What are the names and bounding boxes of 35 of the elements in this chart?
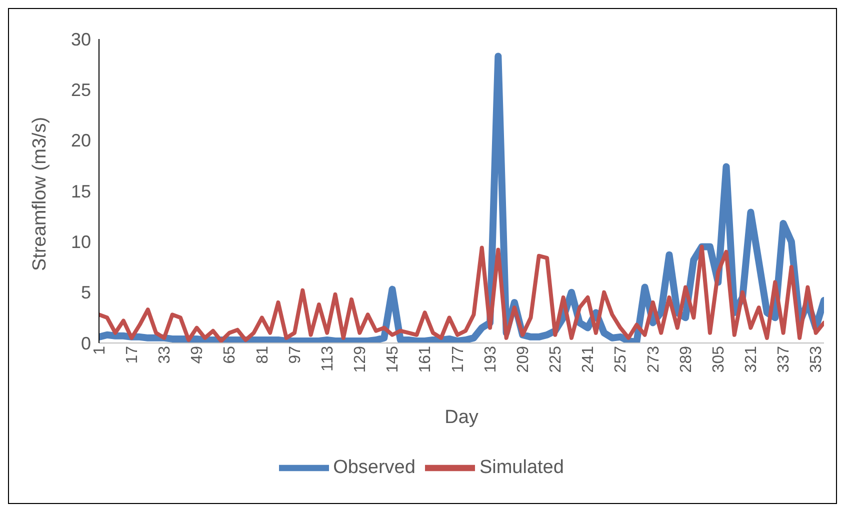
x-tick-label: 337	[776, 346, 793, 373]
x-tick-label: 65	[222, 346, 239, 364]
x-tick-label: 97	[286, 346, 304, 364]
x-tick-label: 49	[189, 346, 206, 364]
y-tick-label: 30	[70, 29, 91, 50]
x-tick-label: 145	[384, 346, 402, 373]
y-tick-label: 25	[70, 80, 91, 100]
x-tick-label: 177	[450, 346, 467, 373]
x-axis-title: Day	[444, 407, 479, 428]
legend-label: Observed	[333, 457, 416, 478]
x-tick-label: 273	[645, 346, 662, 373]
x-tick-label: 33	[156, 346, 174, 364]
x-tick-label: 353	[808, 346, 826, 373]
x-tick-label: 289	[678, 346, 695, 373]
x-tick-label: 113	[319, 346, 336, 372]
y-tick-label: 0	[80, 333, 91, 354]
x-tick-label: 161	[417, 346, 434, 373]
x-tick-label: 81	[254, 346, 272, 364]
x-tick-label: 241	[580, 346, 598, 373]
y-axis-title: Streamflow (m3/s)	[30, 116, 51, 271]
x-tick-label: 193	[482, 346, 500, 373]
y-tick-label: 5	[80, 282, 91, 303]
x-tick-label: 305	[710, 346, 728, 373]
x-tick-label: 17	[124, 346, 141, 364]
y-tick-label: 15	[70, 181, 91, 202]
x-tick-label: 1	[91, 346, 108, 355]
x-tick-label: 257	[612, 346, 630, 373]
legend-label: Simulated	[479, 457, 564, 478]
x-tick-label: 321	[743, 346, 760, 373]
x-tick-label: 129	[352, 346, 370, 373]
line-series	[99, 244, 824, 343]
x-tick-label: 225	[548, 346, 565, 373]
y-tick-label: 20	[70, 130, 91, 151]
x-tick-label: 209	[514, 346, 532, 373]
y-tick-label: 10	[70, 232, 91, 252]
